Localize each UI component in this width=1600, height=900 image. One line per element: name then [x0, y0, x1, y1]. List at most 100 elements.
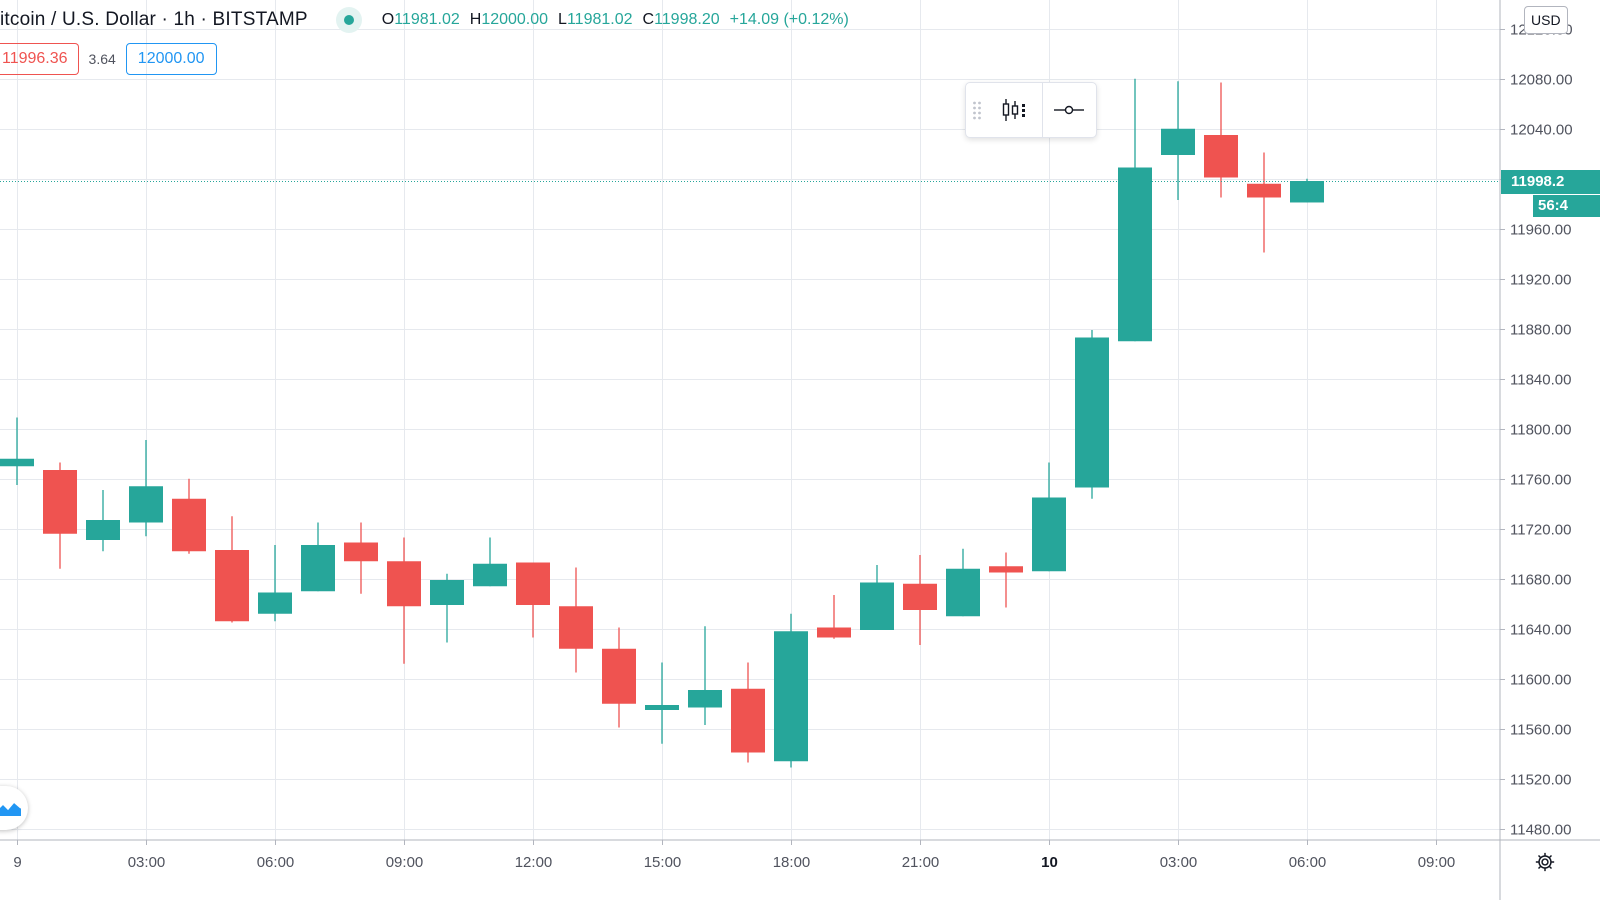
candle[interactable]: [1204, 82, 1238, 198]
market-open-dot-icon: [335, 7, 362, 33]
y-tick-label: 11480.00: [1510, 822, 1571, 839]
candle[interactable]: [1247, 152, 1281, 253]
candle[interactable]: [301, 522, 335, 592]
candle-body: [473, 563, 507, 587]
line-tool-icon[interactable]: [1043, 83, 1095, 137]
close-label: C: [642, 11, 655, 28]
x-tick-label: 09:00: [1418, 854, 1456, 871]
close-value: 11998.20: [654, 11, 720, 28]
x-tick-label: 15:00: [644, 854, 682, 871]
candles-settings-icon[interactable]: [988, 83, 1042, 137]
open-value: 11981.02: [394, 11, 460, 28]
candle[interactable]: [387, 537, 421, 664]
y-tick-label: 11720.00: [1510, 522, 1571, 539]
candle-body: [774, 631, 808, 762]
candle[interactable]: [86, 490, 120, 552]
high-label: H: [469, 11, 482, 28]
candle[interactable]: [946, 548, 980, 617]
candle[interactable]: [430, 573, 464, 643]
y-tick-label: 11960.00: [1510, 222, 1571, 239]
candle[interactable]: [1118, 78, 1152, 342]
candle-body: [1290, 181, 1324, 203]
x-tick-label: 03:00: [128, 854, 166, 871]
candle[interactable]: [860, 565, 894, 630]
symbol-title[interactable]: itcoin / U.S. Dollar · 1h · BITSTAMP: [0, 9, 308, 30]
x-tick-label: 09:00: [386, 854, 424, 871]
price-change: +14.09 (+0.12%): [729, 11, 849, 28]
candle[interactable]: [473, 537, 507, 587]
x-tick-label: 03:00: [1160, 854, 1198, 871]
candle-body: [387, 561, 421, 607]
candle-body: [559, 606, 593, 649]
buy-price-button[interactable]: 12000.00: [125, 43, 217, 75]
candle-body: [1118, 167, 1152, 342]
candle-body: [1247, 183, 1281, 198]
y-tick-label: 11600.00: [1510, 672, 1571, 689]
symbol-legend: itcoin / U.S. Dollar · 1h · BITSTAMP O11…: [0, 6, 849, 34]
candle-body: [0, 458, 34, 467]
candle[interactable]: [817, 595, 851, 639]
candle[interactable]: [989, 552, 1023, 608]
time-axis[interactable]: 9 03:00 06:00 09:00 12:00 15:00 18:00 21:00 10 03…: [13, 840, 1455, 871]
candle-body: [645, 705, 679, 710]
candle[interactable]: [559, 567, 593, 673]
y-tick-label: 11840.00: [1510, 372, 1571, 389]
candle[interactable]: [774, 613, 808, 768]
candle-body: [344, 542, 378, 562]
last-price-label: 11998.2: [1501, 169, 1600, 194]
sell-price-button[interactable]: 11996.36: [0, 43, 79, 75]
candle-body: [1204, 135, 1238, 178]
candle[interactable]: [1290, 178, 1324, 203]
candle[interactable]: [129, 440, 163, 537]
candle[interactable]: [903, 555, 937, 645]
candle-body: [860, 582, 894, 630]
ohlc-values: O11981.02 H12000.00 L11981.02 C11998.20 +14.…: [382, 11, 849, 29]
y-tick-label: 11760.00: [1510, 472, 1571, 489]
y-tick-label: 11640.00: [1510, 622, 1571, 639]
candle-body: [1032, 497, 1066, 572]
candle[interactable]: [1075, 330, 1109, 499]
candle-body: [946, 568, 980, 617]
candle[interactable]: [215, 516, 249, 623]
candle-body: [430, 580, 464, 605]
candle-body: [43, 470, 77, 534]
candles[interactable]: [0, 78, 1324, 768]
y-tick-label: 11920.00: [1510, 272, 1571, 289]
candle[interactable]: [645, 662, 679, 744]
spread-value: 3.64: [88, 51, 116, 67]
candle-body: [989, 566, 1023, 573]
open-label: O: [381, 11, 395, 28]
currency-button[interactable]: USD: [1524, 6, 1568, 34]
candle[interactable]: [43, 462, 77, 569]
candle[interactable]: [516, 562, 550, 638]
candle-body: [516, 562, 550, 605]
x-tick-label: 06:00: [1289, 854, 1327, 871]
candle[interactable]: [258, 545, 292, 622]
candle-body: [817, 627, 851, 638]
bid-ask-panel: 11996.36 3.64 12000.00: [0, 43, 217, 75]
candle[interactable]: [602, 627, 636, 728]
high-value: 12000.00: [481, 11, 549, 28]
bar-countdown-label: 56:4: [1533, 194, 1600, 217]
candle[interactable]: [344, 522, 378, 594]
candle-body: [731, 688, 765, 753]
y-tick-label: 11800.00: [1510, 422, 1571, 439]
y-tick-label: 11880.00: [1510, 322, 1571, 339]
gear-icon[interactable]: [1533, 850, 1557, 874]
candle[interactable]: [688, 626, 722, 725]
candle-body: [301, 545, 335, 592]
floating-toolbar: [965, 82, 1097, 138]
candle[interactable]: [0, 417, 34, 486]
candle[interactable]: [1161, 81, 1195, 200]
drag-handle-icon[interactable]: [966, 83, 988, 137]
price-axis[interactable]: 11480.00 11520.00 11560.00 11600.00 11640.00…: [1500, 22, 1573, 839]
candle[interactable]: [731, 662, 765, 763]
candle[interactable]: [1032, 462, 1066, 572]
x-tick-label: 06:00: [257, 854, 295, 871]
x-tick-label: 18:00: [773, 854, 811, 871]
candle-body: [215, 550, 249, 622]
candle[interactable]: [172, 478, 206, 554]
x-tick-label: 9: [13, 854, 21, 871]
low-label: L: [558, 11, 567, 28]
